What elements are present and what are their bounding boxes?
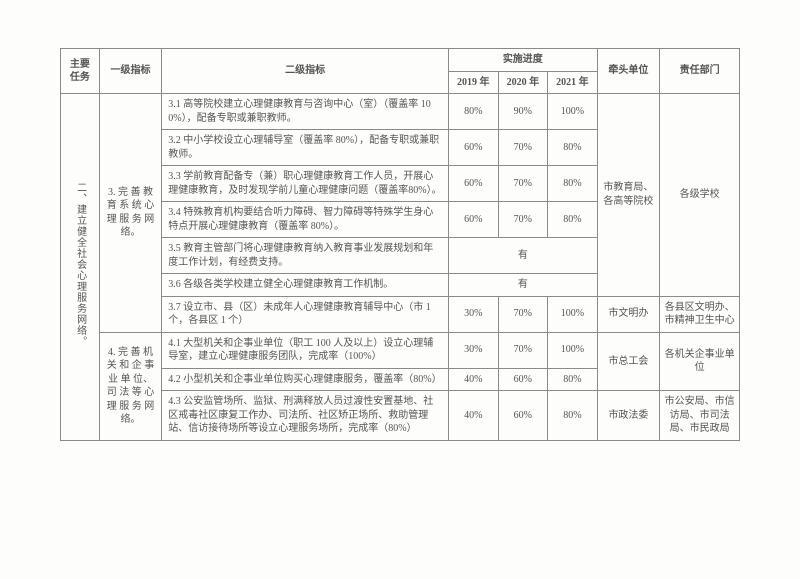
cell-3-6-merged: 有 bbox=[448, 274, 597, 297]
cell-3-3-2019: 60% bbox=[448, 166, 498, 202]
desc-3-1: 3.1 高等院校建立心理健康教育与咨询中心（室）（覆盖率 100%），配备专职或… bbox=[162, 94, 449, 130]
cell-3-7-2021: 100% bbox=[548, 296, 598, 332]
resp-3-7: 各县区文明办、市精神卫生中心 bbox=[660, 296, 740, 332]
header-2021: 2021 年 bbox=[548, 71, 598, 94]
desc-3-3: 3.3 学前教育配备专（兼）职心理健康教育工作人员，开展心理健康教育，及时发现学… bbox=[162, 166, 449, 202]
cell-3-2-2021: 80% bbox=[548, 130, 598, 166]
resp-4-3: 市公安局、市信访局、市司法局、市民政局 bbox=[660, 391, 740, 441]
header-level2: 二级指标 bbox=[162, 49, 449, 94]
cell-3-1-2021: 100% bbox=[548, 94, 598, 130]
cell-3-1-2020: 90% bbox=[498, 94, 548, 130]
lead-3-7: 市文明办 bbox=[597, 296, 660, 332]
cell-3-2-2020: 70% bbox=[498, 130, 548, 166]
indicator-table: 主要任务 一级指标 二级指标 实施进度 牵头单位 责任部门 2019 年 202… bbox=[60, 48, 740, 441]
header-2020: 2020 年 bbox=[498, 71, 548, 94]
desc-3-6: 3.6 各级各类学校建立健全心理健康教育工作机制。 bbox=[162, 274, 449, 297]
cell-4-1-2019: 30% bbox=[448, 332, 498, 368]
level1-section3: 3. 完 善 教 育 系 统 心 理 服 务 网 络。 bbox=[99, 94, 162, 333]
desc-4-2: 4.2 小型机关和企事业单位购买心理健康服务，覆盖率（80%） bbox=[162, 368, 449, 391]
task-cell: 二、建立健全社会心理服务网络。 bbox=[61, 94, 100, 441]
desc-3-5: 3.5 教育主管部门将心理健康教育纳入教育事业发展规划和年度工作计划，有经费支持… bbox=[162, 238, 449, 274]
cell-4-2-2021: 80% bbox=[548, 368, 598, 391]
cell-3-4-2019: 60% bbox=[448, 202, 498, 238]
header-task: 主要任务 bbox=[61, 49, 100, 94]
lead-section3: 市教育局、各高等院校 bbox=[597, 94, 660, 297]
cell-3-1-2019: 80% bbox=[448, 94, 498, 130]
resp-section3: 各级学校 bbox=[660, 94, 740, 297]
cell-4-2-2019: 40% bbox=[448, 368, 498, 391]
desc-3-4: 3.4 特殊教育机构要结合听力障碍、智力障碍等特殊学生身心特点开展心理健康教育（… bbox=[162, 202, 449, 238]
header-2019: 2019 年 bbox=[448, 71, 498, 94]
page: 主要任务 一级指标 二级指标 实施进度 牵头单位 责任部门 2019 年 202… bbox=[0, 0, 800, 579]
cell-3-4-2021: 80% bbox=[548, 202, 598, 238]
desc-4-3: 4.3 公安监管场所、监狱、刑满释放人员过渡性安置基地、社区戒毒社区康复工作办、… bbox=[162, 391, 449, 441]
lead-4-3: 市政法委 bbox=[597, 391, 660, 441]
cell-4-3-2021: 80% bbox=[548, 391, 598, 441]
cell-3-4-2020: 70% bbox=[498, 202, 548, 238]
cell-4-1-2021: 100% bbox=[548, 332, 598, 368]
desc-4-1: 4.1 大型机关和企事业单位（职工 100 人及以上）设立心理辅导室，建立心理健… bbox=[162, 332, 449, 368]
desc-3-2: 3.2 中小学校设立心理辅导室（覆盖率 80%），配备专职或兼职教师。 bbox=[162, 130, 449, 166]
cell-4-1-2020: 70% bbox=[498, 332, 548, 368]
header-resp: 责任部门 bbox=[660, 49, 740, 94]
cell-3-7-2020: 70% bbox=[498, 296, 548, 332]
header-row-1: 主要任务 一级指标 二级指标 实施进度 牵头单位 责任部门 bbox=[61, 49, 740, 72]
cell-4-3-2019: 40% bbox=[448, 391, 498, 441]
cell-4-2-2020: 60% bbox=[498, 368, 548, 391]
row-3-1: 二、建立健全社会心理服务网络。 3. 完 善 教 育 系 统 心 理 服 务 网… bbox=[61, 94, 740, 130]
header-level1: 一级指标 bbox=[99, 49, 162, 94]
lead-4-1: 市总工会 bbox=[597, 332, 660, 391]
cell-3-2-2019: 60% bbox=[448, 130, 498, 166]
cell-3-3-2020: 70% bbox=[498, 166, 548, 202]
desc-3-7: 3.7 设立市、县（区）未成年人心理健康教育辅导中心（市 1 个，各县区 1 个… bbox=[162, 296, 449, 332]
header-progress: 实施进度 bbox=[448, 49, 597, 72]
cell-3-5-merged: 有 bbox=[448, 238, 597, 274]
task-label: 二、建立健全社会心理服务网络。 bbox=[73, 182, 87, 347]
level1-section4: 4. 完 善 机 关 和 企 事 业 单 位、司 法 等 心 理 服 务 网 络… bbox=[99, 332, 162, 440]
cell-3-3-2021: 80% bbox=[548, 166, 598, 202]
header-lead: 牵头单位 bbox=[597, 49, 660, 94]
cell-4-3-2020: 60% bbox=[498, 391, 548, 441]
row-4-1: 4. 完 善 机 关 和 企 事 业 单 位、司 法 等 心 理 服 务 网 络… bbox=[61, 332, 740, 368]
resp-4-1: 各机关企事业单位 bbox=[660, 332, 740, 391]
row-4-3: 4.3 公安监管场所、监狱、刑满释放人员过渡性安置基地、社区戒毒社区康复工作办、… bbox=[61, 391, 740, 441]
cell-3-7-2019: 30% bbox=[448, 296, 498, 332]
row-3-7: 3.7 设立市、县（区）未成年人心理健康教育辅导中心（市 1 个，各县区 1 个… bbox=[61, 296, 740, 332]
